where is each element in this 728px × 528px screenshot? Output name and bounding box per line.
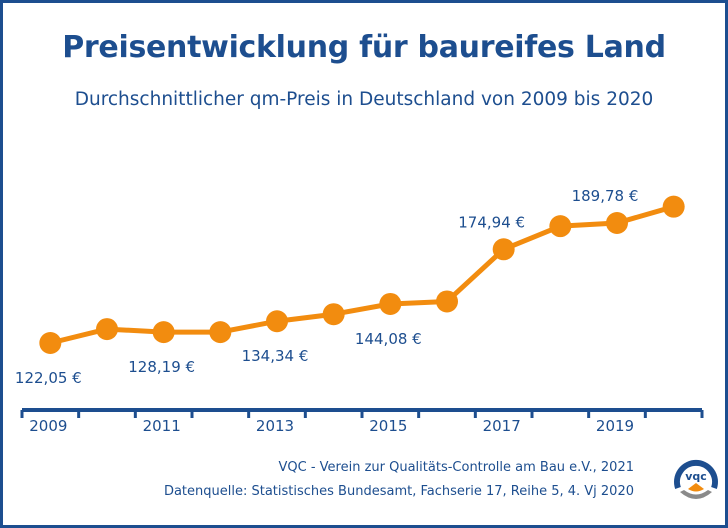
data-points	[39, 195, 685, 354]
data-point-2015	[379, 292, 402, 315]
footer-credit: VQC - Verein zur Qualitäts-Controlle am …	[278, 460, 635, 475]
data-label: 174,94 €	[458, 213, 525, 231]
series-line	[49, 204, 675, 346]
logo-text: vqc	[685, 470, 707, 483]
data-point-2018	[549, 215, 572, 238]
data-point-2014	[322, 303, 345, 326]
logo-accent	[688, 483, 704, 492]
x-tick-label: 2013	[256, 417, 294, 435]
data-label: 134,34 €	[242, 347, 309, 365]
data-label: 122,05 €	[15, 369, 82, 387]
logo-base	[680, 490, 712, 499]
x-tick-label: 2011	[143, 417, 181, 435]
data-point-2011	[152, 321, 175, 344]
data-point-2012	[209, 321, 232, 344]
x-tick-label: 2009	[29, 417, 67, 435]
footer-source: Datenquelle: Statistisches Bundesamt, Fa…	[163, 484, 634, 499]
chart-subtitle: Durchschnittlicher qm-Preis in Deutschla…	[74, 89, 654, 110]
x-tick-label: 2015	[369, 417, 407, 435]
vqc-logo: vqc	[674, 459, 718, 499]
series-line-layer	[49, 204, 675, 346]
data-point-2019	[606, 212, 628, 234]
data-label: 189,78 €	[572, 187, 639, 205]
data-label: 128,19 €	[128, 358, 195, 376]
x-tick-label: 2017	[483, 417, 521, 435]
data-point-2020	[662, 195, 685, 218]
data-point-2016	[436, 290, 458, 313]
data-point-2017	[492, 238, 515, 261]
data-point-2009	[39, 332, 62, 354]
chart-title: Preisentwicklung für baureifes Land	[62, 30, 666, 65]
data-label: 144,08 €	[355, 330, 422, 348]
data-labels: 122,05 € 128,19 € 134,34 € 144,08 € 174,94 €…	[15, 187, 638, 387]
data-point-2013	[266, 310, 288, 333]
data-point-2010	[96, 318, 118, 341]
x-tick-label: 2019	[596, 417, 634, 435]
logo-ring	[674, 459, 718, 489]
x-axis: 2009 2011 2013 2015 2017 2019	[20, 408, 704, 435]
